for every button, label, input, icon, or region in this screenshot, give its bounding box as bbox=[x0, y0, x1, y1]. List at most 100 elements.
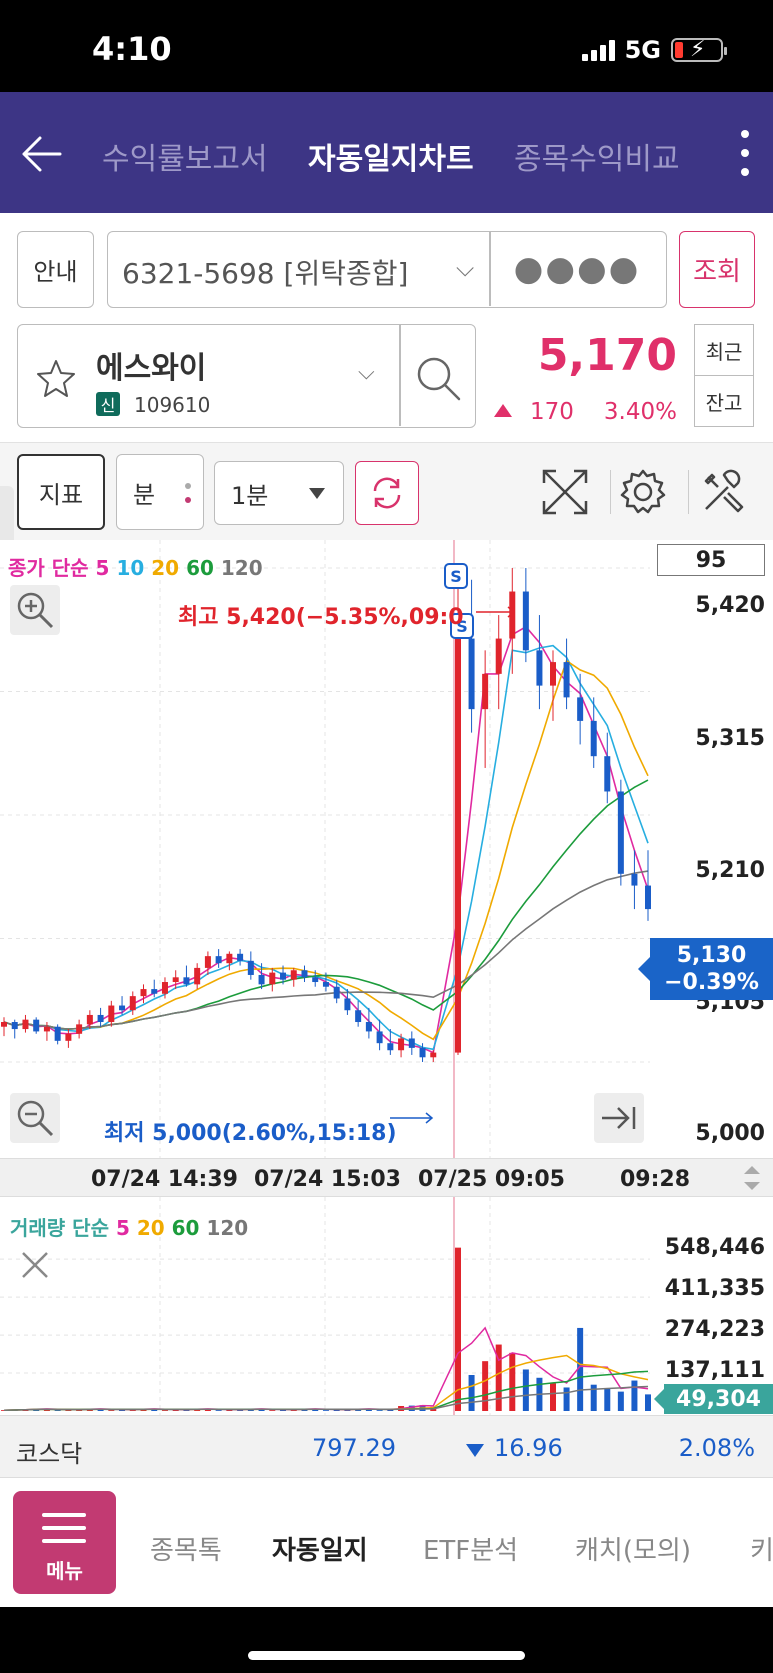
candle-body bbox=[312, 977, 319, 983]
candle-body bbox=[172, 977, 179, 983]
tab-return-report[interactable]: 수익률보고서 bbox=[102, 142, 268, 177]
expand-icon[interactable] bbox=[540, 467, 590, 517]
candle bbox=[333, 979, 340, 1004]
account-selector[interactable]: 6321-5698 [위탁종합] ⌵ ●●●● bbox=[107, 231, 667, 308]
volume-bar bbox=[509, 1352, 516, 1411]
balance-button[interactable]: 잔고 bbox=[694, 375, 754, 427]
y-tick: 5,210 bbox=[695, 858, 765, 883]
network-type: 5G bbox=[624, 36, 661, 64]
nav-item-auto-journal[interactable]: 자동일지 bbox=[272, 1536, 368, 1566]
candle bbox=[631, 850, 638, 910]
nav-item-more[interactable]: 키 bbox=[750, 1536, 773, 1566]
refresh-button[interactable] bbox=[355, 461, 419, 525]
dropdown-caret-icon bbox=[309, 488, 325, 499]
legend-vol-ma-5: 5 bbox=[115, 1216, 130, 1240]
indicator-button[interactable]: 지표 bbox=[17, 454, 105, 530]
stock-selector[interactable]: 에스와이 신 109610 ⌵ bbox=[17, 324, 476, 428]
candle bbox=[194, 963, 201, 990]
candle-body bbox=[509, 591, 516, 639]
price-change-percent: 3.40% bbox=[603, 399, 677, 425]
nav-item-stock-talk[interactable]: 종목톡 bbox=[150, 1536, 222, 1566]
tools-icon[interactable] bbox=[698, 467, 748, 517]
candle bbox=[550, 650, 556, 721]
volume-bar bbox=[590, 1384, 597, 1411]
candle bbox=[1, 1017, 7, 1037]
bottom-nav: 메뉴 종목톡 자동일지 ETF분석 캐치(모의) 키 bbox=[0, 1477, 773, 1607]
recent-button[interactable]: 최근 bbox=[694, 324, 754, 376]
candle-body bbox=[550, 662, 556, 686]
candle-body bbox=[22, 1019, 29, 1030]
candle-body bbox=[258, 974, 265, 985]
candle-body bbox=[468, 638, 475, 710]
password-field[interactable]: ●●●● bbox=[513, 249, 641, 289]
candle-body bbox=[482, 673, 489, 710]
candle bbox=[290, 967, 297, 987]
volume-bar bbox=[550, 1383, 556, 1411]
candle-body bbox=[215, 956, 222, 964]
tab-auto-journal-chart[interactable]: 자동일지차트 bbox=[308, 142, 474, 177]
volume-bar bbox=[280, 1409, 287, 1411]
candle bbox=[604, 732, 611, 804]
x-tick: 07/24 14:39 bbox=[91, 1167, 238, 1192]
signal-marker-label: S bbox=[456, 617, 468, 636]
zoom-out-icon bbox=[17, 1100, 54, 1137]
zoom-out-button[interactable] bbox=[10, 1093, 60, 1143]
inquiry-button[interactable]: 조회 bbox=[679, 231, 755, 308]
candle-body bbox=[563, 662, 570, 698]
home-indicator[interactable] bbox=[248, 1651, 525, 1660]
more-vertical-icon[interactable] bbox=[739, 130, 751, 176]
market-index-bar[interactable]: 코스닥 797.29 16.96 2.08% bbox=[0, 1415, 773, 1477]
unit-button[interactable]: 분 bbox=[116, 454, 204, 530]
back-arrow-icon[interactable] bbox=[18, 130, 66, 178]
candle bbox=[215, 949, 222, 968]
search-icon[interactable] bbox=[413, 353, 463, 403]
candle bbox=[419, 1043, 426, 1062]
close-icon[interactable] bbox=[18, 1248, 52, 1282]
volume-bar bbox=[482, 1361, 489, 1411]
candle-body bbox=[119, 1005, 126, 1011]
candle-body bbox=[419, 1047, 426, 1058]
candle bbox=[344, 989, 351, 1015]
nav-item-etf-analysis[interactable]: ETF분석 bbox=[423, 1536, 519, 1566]
interval-select[interactable]: 1분 bbox=[214, 461, 344, 525]
y-tick: 5,315 bbox=[695, 726, 765, 751]
scroll-arrows-icon[interactable] bbox=[740, 1163, 764, 1193]
stock-code: 109610 bbox=[134, 393, 211, 417]
candle-body bbox=[54, 1026, 61, 1041]
legend-ma-120: 120 bbox=[220, 556, 263, 580]
volume-bar bbox=[65, 1409, 72, 1411]
candle bbox=[11, 1019, 18, 1039]
volume-chart[interactable] bbox=[0, 1197, 773, 1415]
legend-ma-5: 5 bbox=[95, 556, 110, 580]
candle-body bbox=[617, 791, 624, 874]
candle bbox=[590, 697, 597, 768]
signal-icon bbox=[581, 39, 615, 61]
zoom-in-button[interactable] bbox=[10, 585, 60, 635]
candle-body bbox=[398, 1038, 405, 1051]
legend-vol-ma-120: 120 bbox=[206, 1216, 249, 1240]
menu-button[interactable]: 메뉴 bbox=[13, 1491, 116, 1594]
candle-body bbox=[33, 1019, 40, 1032]
candle-body bbox=[365, 1022, 372, 1032]
period-count[interactable]: 95 bbox=[657, 544, 765, 576]
volume-bar bbox=[617, 1391, 624, 1411]
guide-button[interactable]: 안내 bbox=[17, 231, 94, 308]
candle-body bbox=[226, 953, 233, 964]
tab-stock-return-compare[interactable]: 종목수익비교 bbox=[514, 142, 680, 177]
candle-body bbox=[1, 1022, 7, 1027]
signal-marker: S bbox=[444, 563, 468, 589]
candle-body bbox=[86, 1014, 93, 1025]
status-bar: 4:10 5G ⚡ bbox=[0, 0, 773, 92]
jump-to-latest-button[interactable] bbox=[594, 1093, 644, 1143]
nav-item-catch-mock[interactable]: 캐치(모의) bbox=[575, 1536, 691, 1566]
settings-gear-icon[interactable] bbox=[618, 467, 668, 517]
candle-body bbox=[237, 953, 244, 961]
candle-body bbox=[322, 982, 329, 987]
index-name: 코스닥 bbox=[16, 1440, 83, 1468]
candle-body bbox=[43, 1026, 50, 1032]
candle bbox=[301, 965, 308, 983]
candle bbox=[408, 1031, 415, 1055]
star-icon[interactable] bbox=[34, 357, 78, 401]
candle bbox=[258, 963, 265, 990]
